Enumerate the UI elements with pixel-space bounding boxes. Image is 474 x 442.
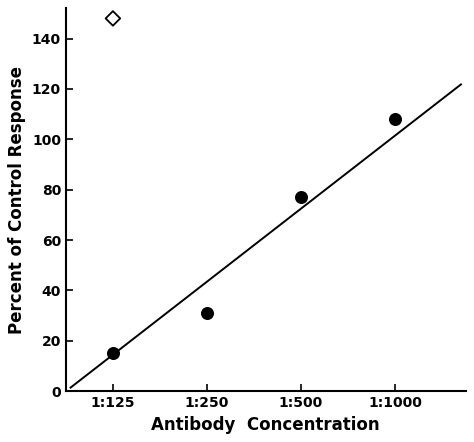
X-axis label: Antibody  Concentration: Antibody Concentration xyxy=(152,415,380,434)
Point xyxy=(109,350,117,357)
Point xyxy=(109,15,117,22)
Y-axis label: Percent of Control Response: Percent of Control Response xyxy=(9,66,27,334)
Point xyxy=(392,116,399,123)
Point xyxy=(297,194,305,201)
Point xyxy=(203,309,211,316)
